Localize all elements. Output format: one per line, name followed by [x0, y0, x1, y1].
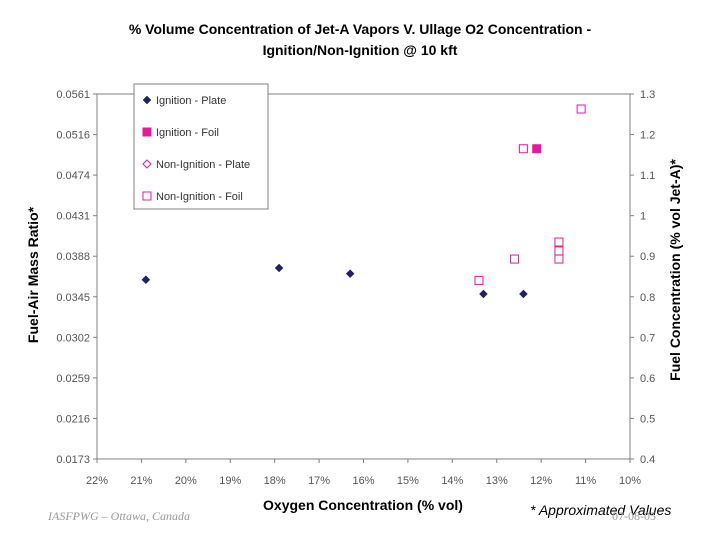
x-tick-label: 19%	[219, 475, 241, 487]
x-tick-label: 21%	[130, 475, 152, 487]
left-y-tick-label: 0.0388	[56, 251, 90, 263]
right-y-tick-label: 0.6	[640, 373, 655, 385]
left-y-tick-label: 0.0173	[56, 454, 90, 466]
point-ignition-plate	[479, 289, 488, 299]
legend-label-non-ignition-plate: Non-Ignition - Plate	[156, 159, 250, 171]
left-y-axis-label: Fuel-Air Mass Ratio*	[25, 206, 41, 343]
legend-box	[133, 83, 269, 210]
approximated-note: * Approximated Values	[530, 502, 672, 518]
x-tick-label: 14%	[441, 475, 463, 487]
x-tick-label: 16%	[352, 475, 374, 487]
legend-label-ignition-foil: Ignition - Foil	[156, 127, 219, 139]
point-non-ignition-foil	[576, 104, 586, 114]
point-non-ignition-foil	[554, 246, 564, 256]
point-non-ignition-foil	[518, 144, 528, 154]
x-axis-label: Oxygen Concentration (% vol)	[263, 497, 463, 513]
chart-title-line1: % Volume Concentration of Jet-A Vapors V…	[129, 21, 592, 37]
right-y-tick-label: 1.1	[640, 170, 655, 182]
x-tick-label: 10%	[619, 475, 641, 487]
legend-label-non-ignition-foil: Non-Ignition - Foil	[156, 191, 243, 203]
left-y-tick-label: 0.0561	[56, 89, 90, 101]
left-y-tick-label: 0.0216	[56, 413, 90, 425]
left-y-tick-labels: 0.0173 0.0216 0.0259 0.0302 0.0345 0.0388 0.04…	[56, 89, 90, 466]
legend-marker-ignition-foil	[142, 127, 152, 137]
x-tick-label: 15%	[397, 475, 419, 487]
right-y-tick-labels: 0.4 0.5 0.6 0.7 0.8 0.9 1 1.1 1.2 1.3	[640, 89, 655, 466]
point-ignition-plate	[519, 289, 528, 299]
legend-label-ignition-plate: Ignition - Plate	[156, 95, 226, 107]
point-ignition-foil	[532, 144, 542, 154]
legend-marker-non-ignition-foil	[142, 191, 152, 201]
footer-conference: IASFPWG – Ottawa, Canada	[48, 509, 190, 523]
right-y-tick-label: 1.2	[640, 130, 655, 142]
data-points	[141, 104, 586, 299]
axis-ticks	[93, 93, 634, 463]
x-tick-label: 20%	[175, 475, 197, 487]
right-y-tick-label: 0.5	[640, 413, 655, 425]
right-y-tick-label: 1.3	[640, 89, 655, 101]
point-non-ignition-foil	[474, 276, 484, 286]
right-y-tick-label: 1	[640, 211, 646, 223]
x-tick-labels: 22% 21% 20% 19% 18% 17% 16% 15% 14% 13% 12% 11% 10%	[86, 475, 641, 487]
x-tick-label: 11%	[575, 475, 596, 487]
left-y-tick-label: 0.0516	[56, 130, 90, 142]
point-ignition-plate	[141, 275, 151, 285]
right-y-tick-label: 0.4	[640, 454, 655, 466]
point-ignition-plate	[274, 263, 284, 273]
left-y-tick-label: 0.0345	[56, 292, 90, 304]
x-tick-label: 22%	[86, 475, 108, 487]
right-y-tick-label: 0.7	[640, 332, 655, 344]
right-y-tick-label: 0.8	[640, 292, 655, 304]
legend-marker-ignition-plate	[142, 95, 152, 105]
point-non-ignition-foil	[554, 254, 564, 264]
x-tick-label: 13%	[486, 475, 508, 487]
left-y-tick-label: 0.0302	[56, 332, 90, 344]
legend-marker-non-ignition-plate	[142, 159, 152, 169]
x-tick-label: 18%	[264, 475, 286, 487]
point-non-ignition-foil	[510, 254, 520, 264]
chart-title-line2: Ignition/Non-Ignition @ 10 kft	[263, 42, 458, 58]
point-non-ignition-foil	[554, 237, 564, 247]
left-y-tick-label: 0.0431	[56, 211, 90, 223]
point-ignition-plate	[345, 269, 355, 279]
left-y-tick-label: 0.0259	[56, 373, 90, 385]
footer-date: 07-08-05	[612, 509, 656, 523]
x-tick-label: 17%	[308, 475, 330, 487]
right-y-axis-label: Fuel Concentration (% vol Jet-A)*	[667, 159, 683, 381]
chart-title: % Volume Concentration of Jet-A Vapors V…	[129, 21, 592, 58]
left-y-tick-label: 0.0474	[56, 170, 90, 182]
legend: Ignition - Plate Ignition - Foil Non-Ignit…	[133, 83, 269, 210]
x-tick-label: 12%	[530, 475, 552, 487]
right-y-tick-label: 0.9	[640, 251, 655, 263]
